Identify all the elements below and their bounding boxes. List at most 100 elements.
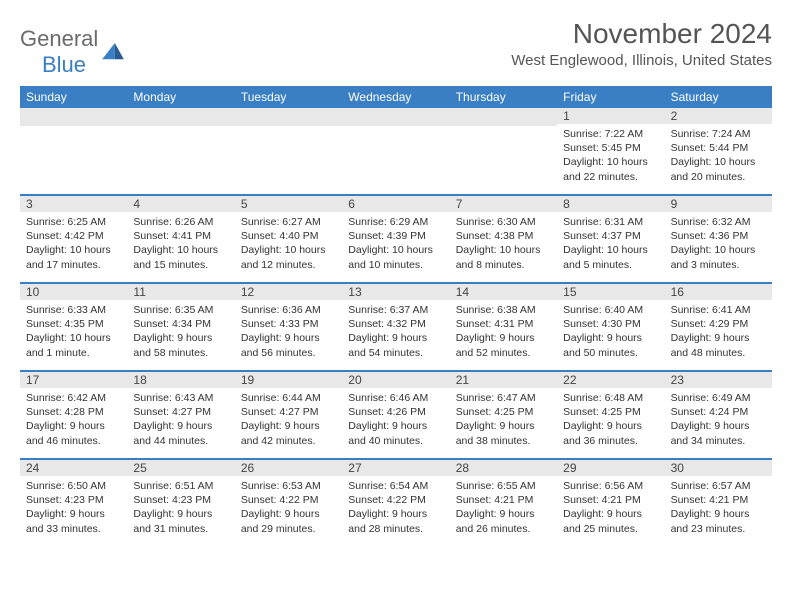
day-daylight1: Daylight: 10 hours bbox=[133, 243, 228, 257]
day-number: 3 bbox=[20, 196, 127, 212]
day-sunrise: Sunrise: 7:22 AM bbox=[563, 127, 658, 141]
day-number: 29 bbox=[557, 460, 664, 476]
day-sunrise: Sunrise: 6:26 AM bbox=[133, 215, 228, 229]
day-number: 5 bbox=[235, 196, 342, 212]
day-number: 24 bbox=[20, 460, 127, 476]
day-sunrise: Sunrise: 6:46 AM bbox=[348, 391, 443, 405]
day-daylight2: and 10 minutes. bbox=[348, 258, 443, 272]
day-sunrise: Sunrise: 6:31 AM bbox=[563, 215, 658, 229]
month-title: November 2024 bbox=[511, 18, 772, 50]
day-sunset: Sunset: 4:27 PM bbox=[241, 405, 336, 419]
day-cell: 4Sunrise: 6:26 AMSunset: 4:41 PMDaylight… bbox=[127, 196, 234, 282]
day-daylight2: and 8 minutes. bbox=[456, 258, 551, 272]
day-number: 13 bbox=[342, 284, 449, 300]
day-daylight1: Daylight: 9 hours bbox=[241, 331, 336, 345]
week-row: 3Sunrise: 6:25 AMSunset: 4:42 PMDaylight… bbox=[20, 196, 772, 284]
day-daylight2: and 25 minutes. bbox=[563, 522, 658, 536]
day-sunset: Sunset: 4:25 PM bbox=[563, 405, 658, 419]
day-number: 28 bbox=[450, 460, 557, 476]
day-daylight2: and 20 minutes. bbox=[671, 170, 766, 184]
day-cell: 19Sunrise: 6:44 AMSunset: 4:27 PMDayligh… bbox=[235, 372, 342, 458]
day-daylight1: Daylight: 10 hours bbox=[456, 243, 551, 257]
day-daylight1: Daylight: 9 hours bbox=[456, 507, 551, 521]
day-daylight2: and 36 minutes. bbox=[563, 434, 658, 448]
day-number: 9 bbox=[665, 196, 772, 212]
day-cell: 9 Sunrise: 6:32 AMSunset: 4:36 PMDaylight… bbox=[665, 196, 772, 282]
day-number: 10 bbox=[20, 284, 127, 300]
week-row: 24Sunrise: 6:50 AMSunset: 4:23 PMDayligh… bbox=[20, 460, 772, 546]
day-sunset: Sunset: 4:28 PM bbox=[26, 405, 121, 419]
day-sunset: Sunset: 5:44 PM bbox=[671, 141, 766, 155]
day-sunrise: Sunrise: 6:47 AM bbox=[456, 391, 551, 405]
day-daylight2: and 23 minutes. bbox=[671, 522, 766, 536]
day-number: 6 bbox=[342, 196, 449, 212]
day-daylight2: and 40 minutes. bbox=[348, 434, 443, 448]
day-number: 11 bbox=[127, 284, 234, 300]
day-sunrise: Sunrise: 6:33 AM bbox=[26, 303, 121, 317]
header: General Blue November 2024 West Englewoo… bbox=[20, 18, 772, 78]
day-daylight1: Daylight: 9 hours bbox=[133, 419, 228, 433]
day-sunset: Sunset: 4:39 PM bbox=[348, 229, 443, 243]
day-sunrise: Sunrise: 6:51 AM bbox=[133, 479, 228, 493]
day-sunrise: Sunrise: 7:24 AM bbox=[671, 127, 766, 141]
day-daylight2: and 46 minutes. bbox=[26, 434, 121, 448]
day-number: 4 bbox=[127, 196, 234, 212]
day-number: 18 bbox=[127, 372, 234, 388]
logo-word-2: Blue bbox=[42, 52, 86, 77]
day-cell: 6Sunrise: 6:29 AMSunset: 4:39 PMDaylight… bbox=[342, 196, 449, 282]
day-sunrise: Sunrise: 6:32 AM bbox=[671, 215, 766, 229]
day-number bbox=[450, 108, 557, 126]
day-daylight1: Daylight: 9 hours bbox=[133, 331, 228, 345]
day-cell: 1Sunrise: 7:22 AMSunset: 5:45 PMDaylight… bbox=[557, 108, 664, 194]
day-cell: 20Sunrise: 6:46 AMSunset: 4:26 PMDayligh… bbox=[342, 372, 449, 458]
day-number: 7 bbox=[450, 196, 557, 212]
day-daylight1: Daylight: 9 hours bbox=[671, 507, 766, 521]
day-sunrise: Sunrise: 6:54 AM bbox=[348, 479, 443, 493]
day-daylight1: Daylight: 9 hours bbox=[456, 419, 551, 433]
day-daylight1: Daylight: 9 hours bbox=[348, 331, 443, 345]
location-text: West Englewood, Illinois, United States bbox=[511, 52, 772, 69]
day-sunrise: Sunrise: 6:38 AM bbox=[456, 303, 551, 317]
day-sunrise: Sunrise: 6:42 AM bbox=[26, 391, 121, 405]
day-daylight2: and 5 minutes. bbox=[563, 258, 658, 272]
day-cell: 7Sunrise: 6:30 AMSunset: 4:38 PMDaylight… bbox=[450, 196, 557, 282]
day-cell bbox=[235, 108, 342, 194]
day-number: 26 bbox=[235, 460, 342, 476]
day-number: 25 bbox=[127, 460, 234, 476]
day-cell: 12Sunrise: 6:36 AMSunset: 4:33 PMDayligh… bbox=[235, 284, 342, 370]
day-number bbox=[235, 108, 342, 126]
day-daylight2: and 31 minutes. bbox=[133, 522, 228, 536]
logo-triangle-icon bbox=[102, 43, 124, 61]
day-sunset: Sunset: 4:38 PM bbox=[456, 229, 551, 243]
day-daylight1: Daylight: 10 hours bbox=[26, 331, 121, 345]
day-cell: 16Sunrise: 6:41 AMSunset: 4:29 PMDayligh… bbox=[665, 284, 772, 370]
day-daylight2: and 56 minutes. bbox=[241, 346, 336, 360]
day-number: 2 bbox=[665, 108, 772, 124]
day-cell: 10Sunrise: 6:33 AMSunset: 4:35 PMDayligh… bbox=[20, 284, 127, 370]
day-cell: 13Sunrise: 6:37 AMSunset: 4:32 PMDayligh… bbox=[342, 284, 449, 370]
day-sunset: Sunset: 4:29 PM bbox=[671, 317, 766, 331]
day-sunrise: Sunrise: 6:35 AM bbox=[133, 303, 228, 317]
day-cell: 24Sunrise: 6:50 AMSunset: 4:23 PMDayligh… bbox=[20, 460, 127, 546]
title-block: November 2024 West Englewood, Illinois, … bbox=[511, 18, 772, 69]
day-daylight2: and 22 minutes. bbox=[563, 170, 658, 184]
day-sunset: Sunset: 4:30 PM bbox=[563, 317, 658, 331]
weekday-header: Saturday bbox=[665, 86, 772, 108]
day-cell: 27Sunrise: 6:54 AMSunset: 4:22 PMDayligh… bbox=[342, 460, 449, 546]
day-sunset: Sunset: 4:23 PM bbox=[133, 493, 228, 507]
day-sunrise: Sunrise: 6:56 AM bbox=[563, 479, 658, 493]
day-sunset: Sunset: 4:22 PM bbox=[348, 493, 443, 507]
day-cell: 11Sunrise: 6:35 AMSunset: 4:34 PMDayligh… bbox=[127, 284, 234, 370]
day-daylight2: and 44 minutes. bbox=[133, 434, 228, 448]
weekday-header-row: Sunday Monday Tuesday Wednesday Thursday… bbox=[20, 86, 772, 108]
day-cell: 2Sunrise: 7:24 AMSunset: 5:44 PMDaylight… bbox=[665, 108, 772, 194]
day-daylight1: Daylight: 10 hours bbox=[671, 243, 766, 257]
day-cell: 14Sunrise: 6:38 AMSunset: 4:31 PMDayligh… bbox=[450, 284, 557, 370]
day-sunset: Sunset: 4:32 PM bbox=[348, 317, 443, 331]
day-daylight1: Daylight: 9 hours bbox=[348, 419, 443, 433]
day-sunset: Sunset: 4:31 PM bbox=[456, 317, 551, 331]
day-sunset: Sunset: 4:22 PM bbox=[241, 493, 336, 507]
day-number: 23 bbox=[665, 372, 772, 388]
day-sunset: Sunset: 4:36 PM bbox=[671, 229, 766, 243]
day-daylight2: and 54 minutes. bbox=[348, 346, 443, 360]
